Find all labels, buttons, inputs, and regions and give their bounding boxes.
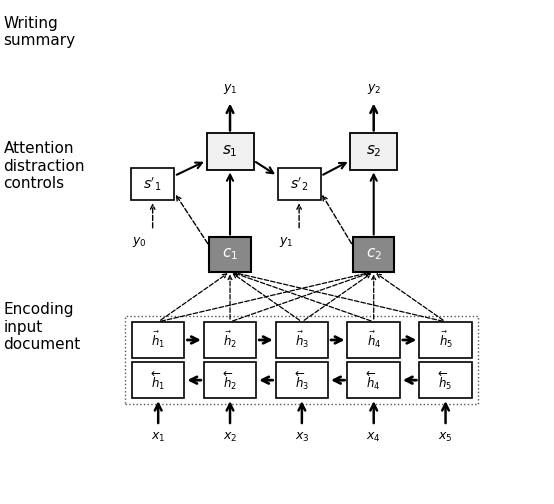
Text: $s'_{1}$: $s'_{1}$ <box>143 175 162 193</box>
Text: $c_{1}$: $c_{1}$ <box>222 246 238 263</box>
Bar <box>132 322 184 358</box>
Text: $c_{2}$: $c_{2}$ <box>366 246 382 263</box>
Text: $s_{1}$: $s_{1}$ <box>222 144 238 159</box>
Text: $x_{3}$: $x_{3}$ <box>295 431 309 444</box>
Text: $y_0$: $y_0$ <box>132 235 147 248</box>
Text: $s_{2}$: $s_{2}$ <box>366 144 382 159</box>
Text: $x_{2}$: $x_{2}$ <box>223 431 237 444</box>
Text: $\overleftarrow{h}_4$: $\overleftarrow{h}_4$ <box>366 369 381 392</box>
Text: $\overleftarrow{h}_1$: $\overleftarrow{h}_1$ <box>151 369 165 392</box>
Bar <box>347 322 400 358</box>
Bar <box>276 362 328 398</box>
Text: $y_{1}$: $y_{1}$ <box>223 82 237 96</box>
Bar <box>419 362 472 398</box>
Bar <box>278 168 321 201</box>
Bar <box>131 168 174 201</box>
Text: $\vec{h}_2$: $\vec{h}_2$ <box>223 330 237 350</box>
Bar <box>209 237 251 272</box>
Text: Encoding
input
document: Encoding input document <box>3 302 81 352</box>
Text: $\vec{h}_3$: $\vec{h}_3$ <box>295 330 309 350</box>
Text: $\vec{h}_1$: $\vec{h}_1$ <box>151 330 165 350</box>
Bar <box>419 322 472 358</box>
Bar <box>125 316 479 404</box>
Text: $\vec{h}_5$: $\vec{h}_5$ <box>439 330 453 350</box>
Text: Writing
summary: Writing summary <box>3 16 75 48</box>
Text: $x_{1}$: $x_{1}$ <box>151 431 166 444</box>
Text: $\overleftarrow{h}_2$: $\overleftarrow{h}_2$ <box>223 369 237 392</box>
Bar <box>132 362 184 398</box>
Bar <box>276 322 328 358</box>
Bar <box>207 134 254 169</box>
Text: $\vec{h}_4$: $\vec{h}_4$ <box>367 330 381 350</box>
Bar <box>353 237 394 272</box>
Text: $\overleftarrow{h}_3$: $\overleftarrow{h}_3$ <box>295 369 309 392</box>
Text: $x_{4}$: $x_{4}$ <box>366 431 381 444</box>
Text: $s'_{2}$: $s'_{2}$ <box>290 175 308 193</box>
Text: $\overleftarrow{h}_5$: $\overleftarrow{h}_5$ <box>438 369 453 392</box>
Bar <box>347 362 400 398</box>
Text: $x_{5}$: $x_{5}$ <box>438 431 453 444</box>
Bar <box>204 362 257 398</box>
Bar <box>204 322 257 358</box>
Text: Attention
distraction
controls: Attention distraction controls <box>3 142 85 191</box>
Bar <box>350 134 397 169</box>
Text: $y_1$: $y_1$ <box>279 235 294 248</box>
Text: $y_{2}$: $y_{2}$ <box>367 82 381 96</box>
